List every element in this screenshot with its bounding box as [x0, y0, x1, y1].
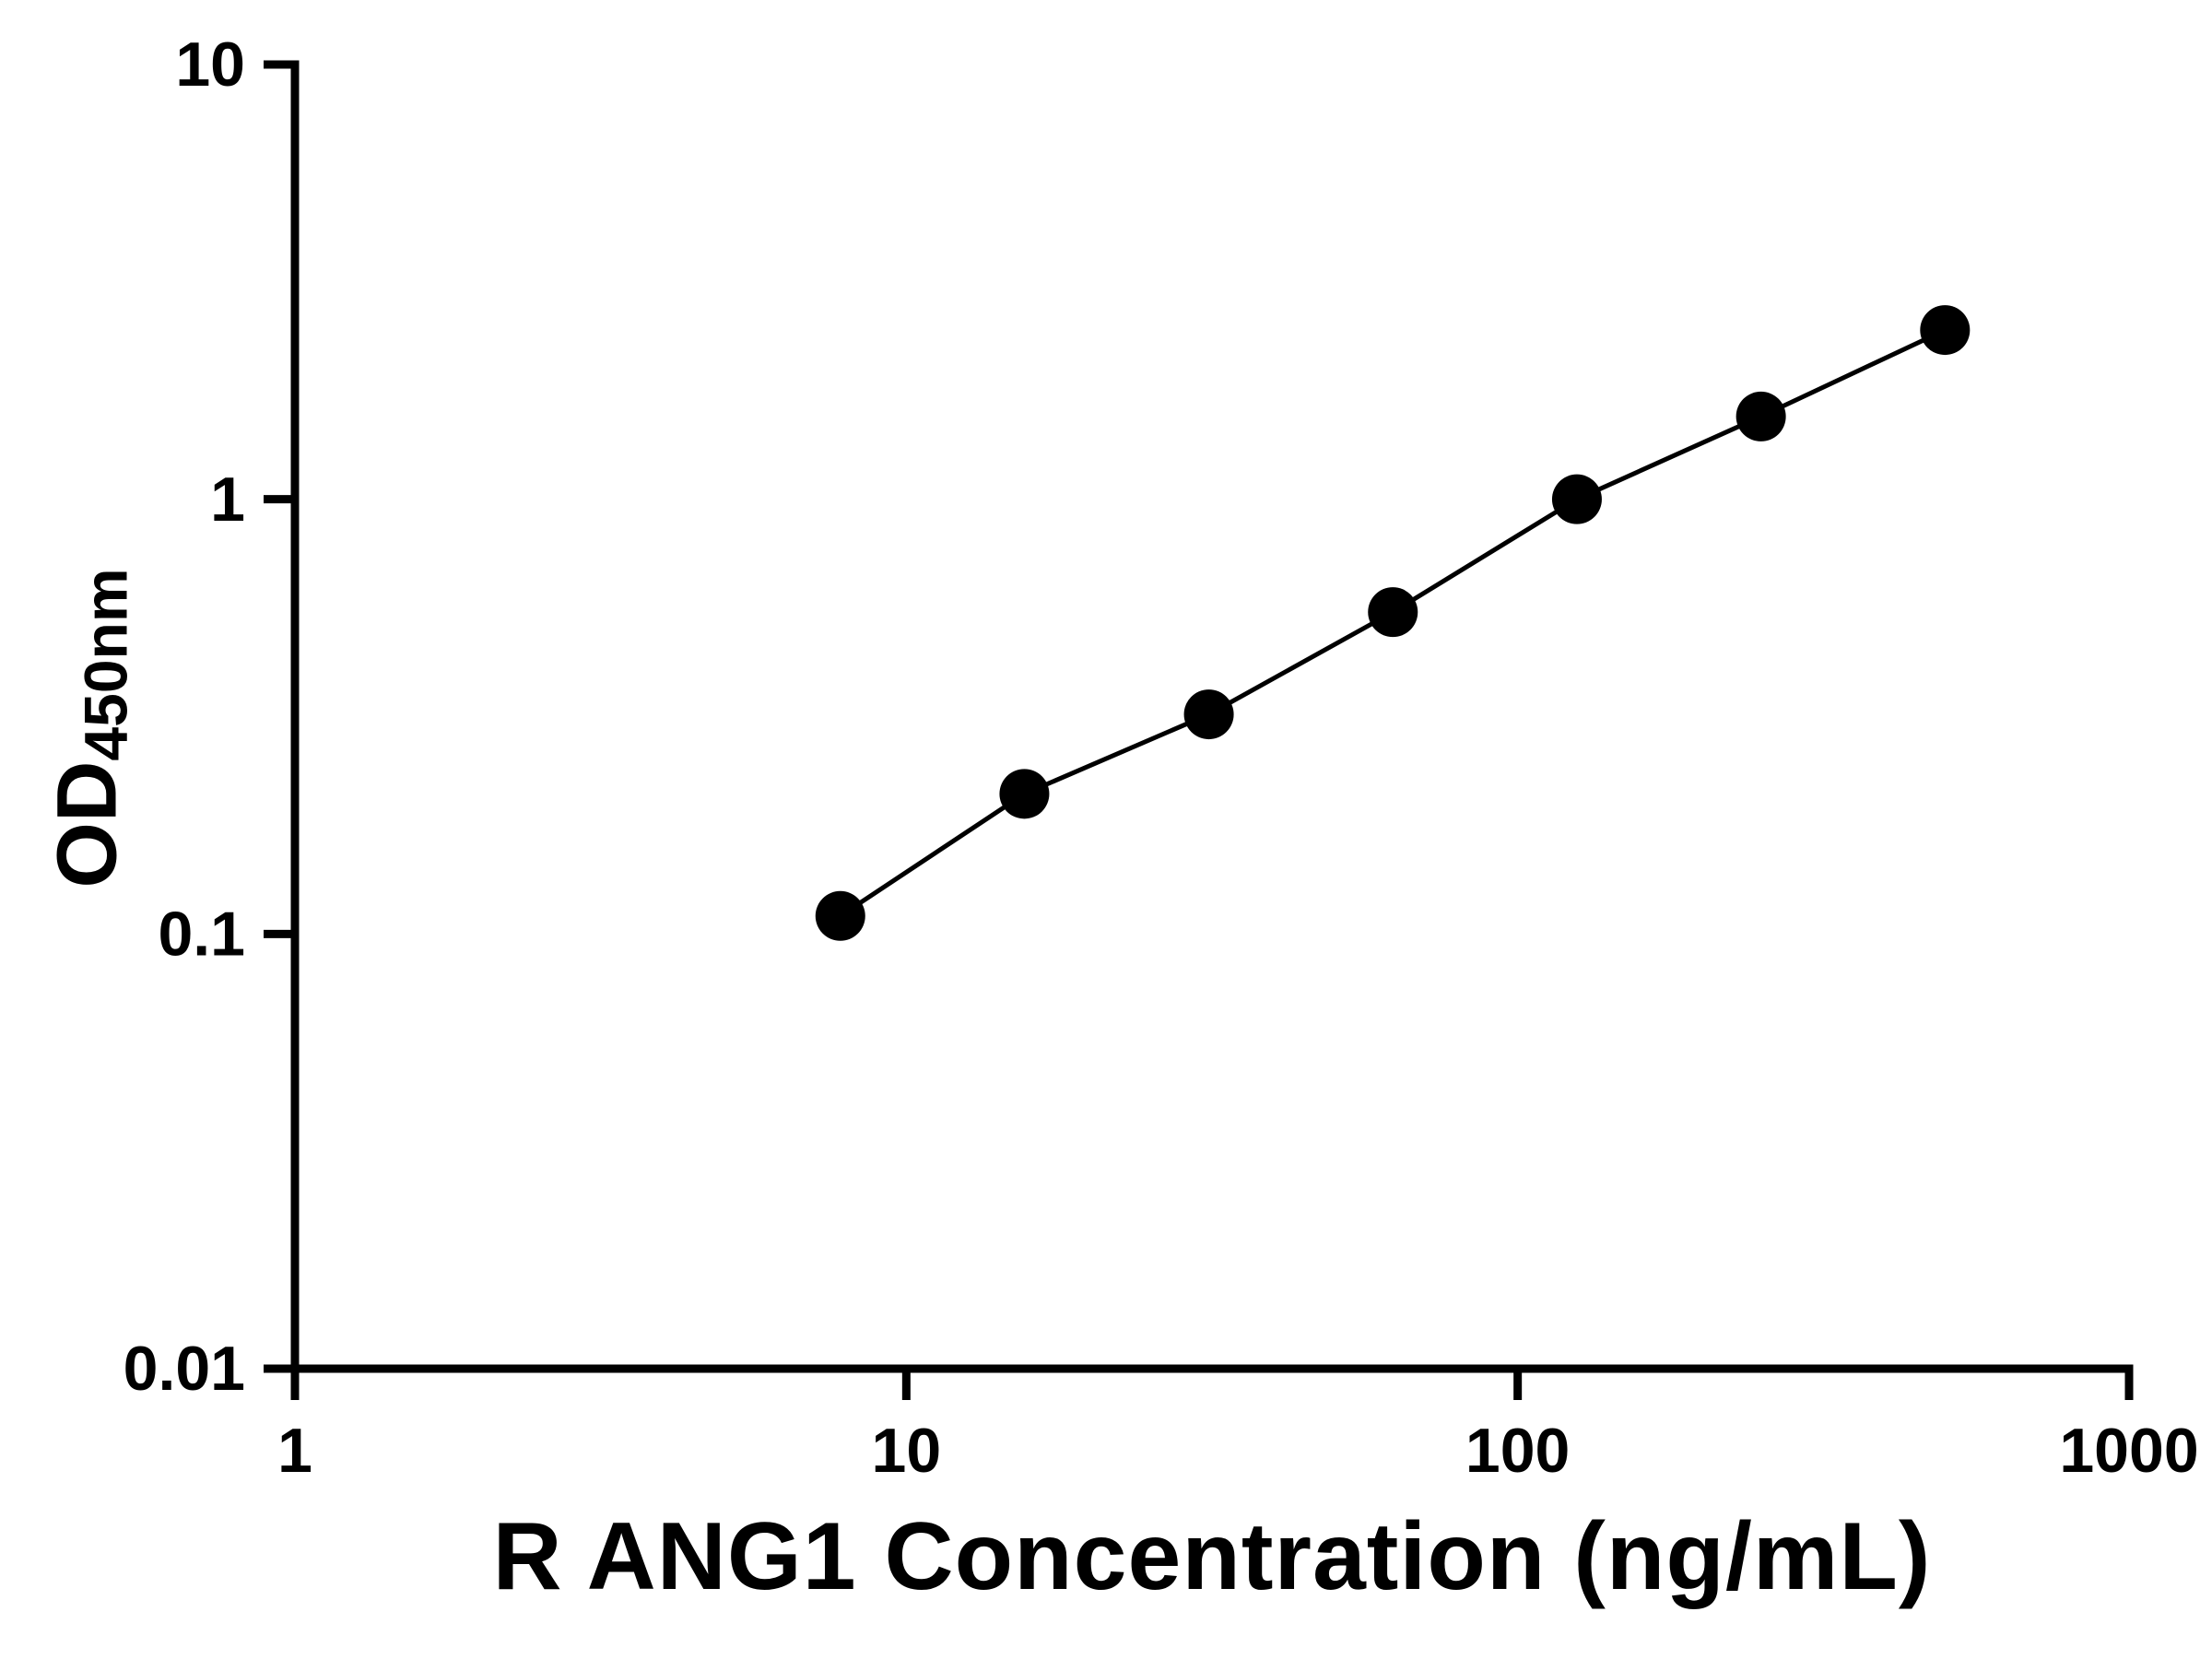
y-axis-title-text: OD — [40, 760, 135, 888]
x-tick-label: 1 — [277, 1416, 312, 1486]
data-point — [1551, 474, 1602, 524]
x-tick-label: 100 — [1465, 1416, 1570, 1486]
data-point — [1920, 305, 1971, 356]
x-axis-title: R ANG1 Concentration (ng/mL) — [295, 1502, 2129, 1612]
x-tick-label: 1000 — [2059, 1416, 2198, 1486]
data-point — [1735, 391, 1786, 441]
y-axis-title: OD450nm — [40, 568, 140, 888]
y-tick-label: 10 — [175, 29, 245, 100]
y-tick-label: 0.01 — [124, 1334, 245, 1404]
data-point — [1183, 689, 1234, 740]
y-axis-title-subscript: 450nm — [71, 568, 140, 761]
data-point — [1368, 587, 1418, 638]
x-axis-title-text: R ANG1 Concentration (ng/mL) — [492, 1503, 1932, 1610]
x-tick-label: 10 — [872, 1416, 942, 1486]
y-tick-label: 0.1 — [158, 899, 245, 969]
y-tick-label: 1 — [210, 465, 245, 535]
data-point — [999, 769, 1050, 819]
data-point — [815, 890, 865, 941]
